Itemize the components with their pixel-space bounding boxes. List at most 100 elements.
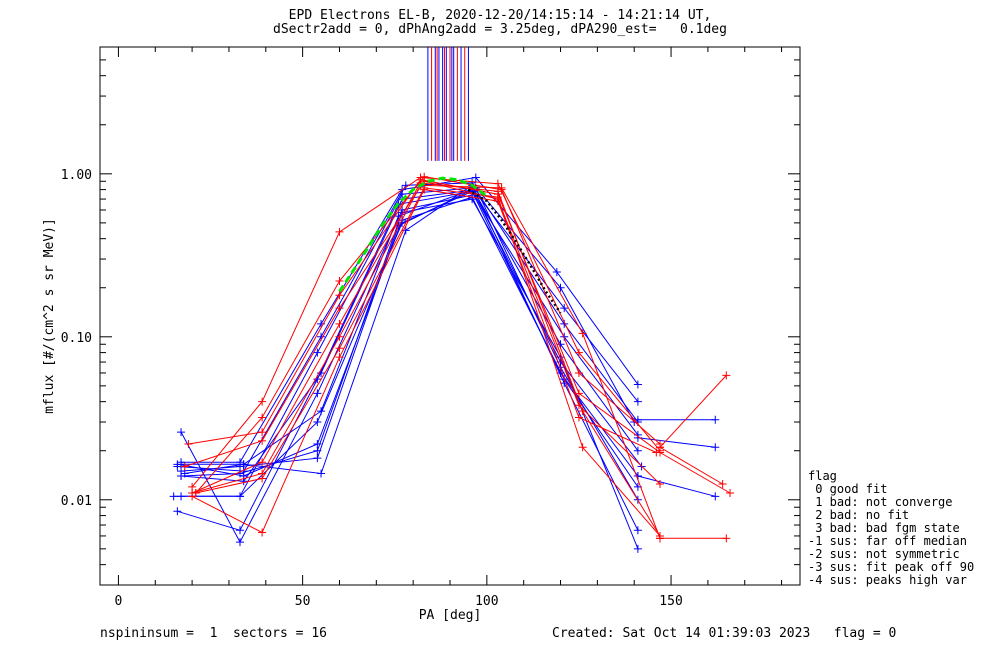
data-point-marker — [574, 348, 583, 357]
data-series-line — [180, 193, 639, 544]
data-series-line — [195, 176, 661, 494]
legend-item-fit-peak-off: -3 sus: fit peak off 90 — [808, 560, 975, 574]
data-point-marker — [335, 353, 344, 362]
data-point-marker — [578, 443, 587, 452]
data-point-marker — [493, 197, 502, 206]
data-point-marker — [313, 446, 322, 455]
data-point-marker — [313, 454, 322, 463]
data-series-line — [659, 446, 723, 485]
data-point-marker — [191, 489, 200, 498]
legend-item-good-fit: 0 good fit — [808, 482, 888, 496]
legend-title: flag — [808, 469, 837, 483]
chart-subtitle: dSectr2add = 0, dPhAng2add = 3.25deg, dP… — [273, 22, 727, 37]
data-point-marker — [335, 332, 344, 341]
data-series-line — [177, 190, 639, 531]
data-series-line — [195, 187, 661, 537]
data-series-line — [637, 475, 716, 497]
data-point-marker — [420, 185, 429, 194]
data-point-marker — [313, 348, 322, 357]
data-point-marker — [560, 379, 569, 388]
data-point-marker — [578, 407, 587, 416]
footer-spin-info: nspininsum = 1 sectors = 16 — [100, 626, 327, 641]
data-point-marker — [180, 462, 189, 471]
data-point-marker — [711, 443, 720, 452]
data-point-marker — [497, 183, 506, 192]
data-point-marker — [718, 479, 727, 488]
legend-item-no-fit: 2 bad: no fit — [808, 508, 910, 522]
x-tick-label: 50 — [295, 594, 311, 609]
data-point-marker — [656, 443, 664, 452]
data-point-marker — [711, 492, 720, 501]
data-point-marker — [258, 458, 267, 467]
x-axis-label: PA [deg] — [419, 608, 482, 623]
y-tick-label: 0.10 — [61, 331, 92, 346]
data-point-marker — [184, 439, 193, 448]
data-point-marker — [633, 526, 642, 535]
fit-curve-green — [338, 176, 488, 293]
data-series-line — [184, 180, 661, 485]
data-point-marker — [258, 436, 267, 445]
data-point-marker — [335, 344, 344, 353]
data-series-line — [184, 188, 642, 474]
chart-title: EPD Electrons EL-B, 2020-12-20/14:15:14 … — [288, 8, 712, 23]
data-point-marker — [177, 428, 186, 437]
data-point-marker — [335, 291, 344, 300]
data-point-marker — [236, 526, 244, 535]
data-point-marker — [177, 492, 186, 501]
data-point-marker — [726, 489, 734, 498]
legend-item-bad-fgm: 3 bad: bad fgm state — [808, 521, 960, 535]
data-point-marker — [633, 446, 642, 455]
data-point-marker — [633, 544, 642, 553]
data-point-marker — [317, 319, 326, 328]
x-tick-label: 100 — [475, 594, 498, 609]
data-point-marker — [335, 276, 344, 285]
data-point-marker — [258, 413, 267, 422]
data-series-line — [191, 184, 661, 539]
data-point-marker — [578, 329, 587, 338]
data-point-marker — [711, 415, 720, 424]
data-point-marker — [722, 371, 731, 380]
legend-item-peaks-high-var: -4 sus: peaks high var — [808, 573, 967, 587]
data-point-marker — [656, 479, 664, 488]
x-tick-label: 0 — [115, 594, 123, 609]
data-point-marker — [656, 534, 664, 543]
y-tick-label: 0.01 — [61, 494, 92, 509]
y-tick-label: 1.00 — [61, 168, 92, 183]
data-point-marker — [335, 227, 344, 236]
data-point-marker — [633, 397, 642, 406]
flag-legend: flag 0 good fit 1 bad: not converge 2 ba… — [808, 470, 974, 587]
data-point-marker — [313, 389, 322, 398]
y-axis-label: mflux [#/(cm^2 s sr MeV)] — [42, 218, 57, 414]
data-series-line — [191, 182, 661, 537]
data-series-line — [637, 437, 716, 448]
data-point-marker — [556, 283, 565, 292]
data-point-marker — [258, 528, 267, 537]
data-point-marker — [335, 319, 344, 328]
data-point-marker — [236, 492, 244, 501]
data-point-marker — [177, 471, 186, 480]
data-point-marker — [317, 469, 326, 478]
data-point-marker — [468, 195, 477, 204]
data-point-marker — [633, 415, 642, 424]
legend-item-not-symmetric: -2 sus: not symmetric — [808, 547, 960, 561]
data-point-marker — [560, 304, 569, 313]
legend-item-not-converge: 1 bad: not converge — [808, 495, 953, 509]
data-point-marker — [258, 428, 267, 437]
data-point-marker — [258, 397, 267, 406]
data-point-marker — [560, 332, 569, 341]
data-point-marker — [258, 474, 267, 483]
data-point-marker — [493, 179, 502, 188]
data-point-marker — [552, 267, 561, 276]
legend-item-far-off-median: -1 sus: far off median — [808, 534, 967, 548]
data-point-marker — [188, 492, 197, 501]
data-point-marker — [239, 460, 248, 469]
data-series-line — [659, 452, 731, 494]
data-point-marker — [169, 492, 178, 501]
data-point-marker — [633, 380, 642, 389]
data-point-marker — [236, 462, 244, 471]
data-point-marker — [574, 413, 583, 422]
x-tick-label: 150 — [659, 594, 682, 609]
data-point-marker — [722, 534, 731, 543]
data-series-line — [659, 375, 727, 448]
